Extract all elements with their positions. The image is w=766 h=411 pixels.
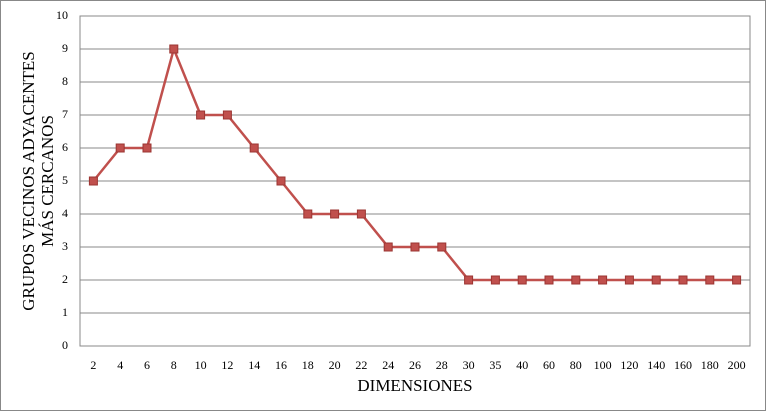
y-tick-label: 3 (62, 239, 68, 253)
marker (383, 242, 393, 252)
y-tick-label: 4 (62, 206, 68, 220)
x-tick-label: 60 (543, 358, 555, 372)
x-tick-label: 120 (620, 358, 638, 372)
x-tick-label: 20 (329, 358, 341, 372)
x-tick-label: 30 (463, 358, 475, 372)
marker (303, 209, 313, 219)
marker (222, 110, 232, 120)
x-tick-label: 22 (355, 358, 367, 372)
marker (598, 275, 608, 285)
marker (437, 242, 447, 252)
x-tick-label: 200 (728, 358, 746, 372)
y-tick-label: 10 (56, 8, 68, 22)
marker (624, 275, 634, 285)
x-tick-label: 26 (409, 358, 421, 372)
marker (410, 242, 420, 252)
marker (490, 275, 500, 285)
y-tick-label: 7 (62, 107, 68, 121)
x-tick-label: 180 (701, 358, 719, 372)
y-tick-label: 5 (62, 173, 68, 187)
marker (544, 275, 554, 285)
marker (249, 143, 259, 153)
x-tick-label: 24 (382, 358, 394, 372)
x-tick-label: 18 (302, 358, 314, 372)
x-tick-label: 12 (221, 358, 233, 372)
x-tick-label: 2 (90, 358, 96, 372)
x-tick-label: 80 (570, 358, 582, 372)
marker (651, 275, 661, 285)
x-tick-label: 160 (674, 358, 692, 372)
marker (356, 209, 366, 219)
marker (732, 275, 742, 285)
marker (115, 143, 125, 153)
x-tick-label: 35 (489, 358, 501, 372)
marker (196, 110, 206, 120)
marker (464, 275, 474, 285)
y-axis-title: MÁS CERCANOS (38, 115, 57, 247)
x-tick-label: 8 (171, 358, 177, 372)
y-tick-label: 6 (62, 140, 68, 154)
x-tick-label: 14 (248, 358, 260, 372)
x-tick-label: 28 (436, 358, 448, 372)
y-tick-label: 9 (62, 41, 68, 55)
marker (517, 275, 527, 285)
x-axis-title: DIMENSIONES (357, 376, 472, 395)
marker (330, 209, 340, 219)
marker (88, 176, 98, 186)
y-tick-label: 2 (62, 272, 68, 286)
y-tick-label: 0 (62, 338, 68, 352)
marker (142, 143, 152, 153)
y-tick-label: 1 (62, 305, 68, 319)
marker (276, 176, 286, 186)
marker (678, 275, 688, 285)
marker (705, 275, 715, 285)
x-tick-label: 140 (647, 358, 665, 372)
marker (571, 275, 581, 285)
x-tick-label: 6 (144, 358, 150, 372)
y-tick-label: 8 (62, 74, 68, 88)
x-tick-label: 40 (516, 358, 528, 372)
marker (169, 44, 179, 54)
y-axis-title: GRUPOS VECINOS ADYACENTES (19, 51, 38, 310)
x-tick-label: 4 (117, 358, 123, 372)
x-tick-label: 10 (195, 358, 207, 372)
x-tick-label: 100 (594, 358, 612, 372)
x-tick-label: 16 (275, 358, 287, 372)
